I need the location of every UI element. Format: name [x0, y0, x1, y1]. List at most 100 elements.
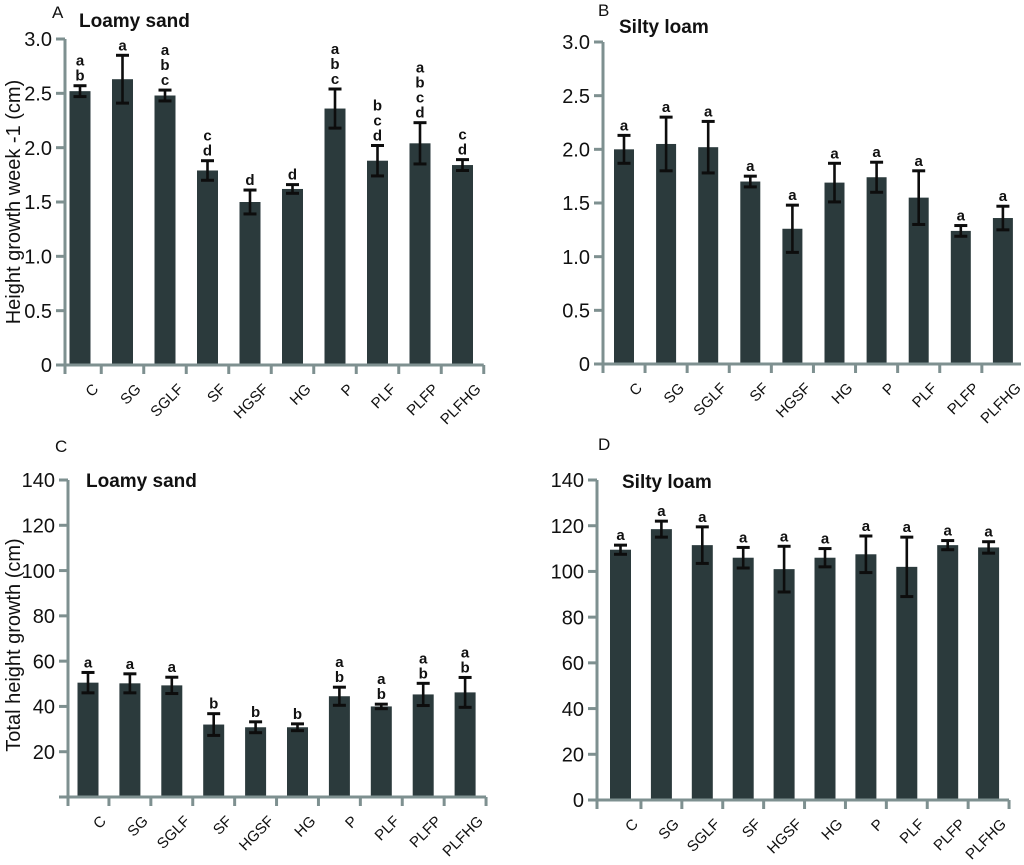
x-category-label-PLFHG: PLFHG — [439, 813, 486, 860]
y-tick-label: 140 — [22, 470, 55, 492]
x-category-label-C: C — [90, 813, 110, 833]
panel-letter: C — [55, 437, 67, 456]
x-category-label-P: P — [879, 380, 898, 399]
y-tick-label: 1.0 — [562, 247, 590, 269]
significance-letter-SG: a — [118, 37, 127, 54]
bar-PLF — [896, 566, 918, 800]
bar-SGLF — [161, 685, 183, 797]
bar-SF — [732, 557, 754, 800]
significance-letter-SF: a — [746, 158, 755, 175]
bar-P — [866, 177, 887, 364]
bar-PLFP — [409, 143, 431, 365]
y-tick-label: 100 — [22, 561, 55, 583]
y-tick-label: 140 — [551, 470, 584, 492]
significance-letter-SGLF: b — [160, 57, 169, 74]
significance-letter-C: a — [84, 654, 93, 671]
y-tick-label: 20 — [562, 744, 584, 766]
x-category-label-HG: HG — [828, 380, 856, 408]
panel-C-total-height-loamy-sand: 20406080100120140aCaSGaSGLFbSFbHGSFbHGab… — [3, 437, 488, 860]
x-category-label-HGSF: HGSF — [773, 380, 814, 421]
bar-HGSF — [239, 202, 261, 365]
significance-letter-SF: b — [209, 696, 218, 713]
bar-PLF — [367, 160, 388, 365]
y-tick-label: 1.0 — [24, 247, 52, 269]
y-tick-label: 2.0 — [562, 140, 590, 162]
significance-letter-C: a — [616, 527, 625, 544]
bar-HGSF — [782, 228, 803, 364]
panel-title: Silty loam — [622, 472, 712, 493]
bar-PLFP — [950, 230, 971, 364]
x-category-label-C: C — [82, 381, 102, 401]
y-tick-label: 3.0 — [24, 29, 52, 51]
y-tick-label: 0.5 — [562, 301, 590, 323]
significance-letter-HG: b — [293, 706, 302, 723]
x-category-label-HGSF: HGSF — [231, 381, 272, 422]
bar-SG — [112, 79, 133, 365]
y-tick-label: 20 — [33, 742, 55, 764]
bar-HG — [824, 182, 845, 364]
y-tick-label: 0.5 — [24, 301, 52, 323]
y-tick-label: 60 — [562, 653, 584, 675]
bar-C — [77, 682, 99, 797]
significance-letter-C: b — [75, 68, 84, 85]
y-tick-label: 60 — [33, 651, 55, 673]
panel-title: Loamy sand — [79, 11, 190, 32]
x-category-label-SGLF: SGLF — [147, 381, 187, 421]
panel-letter: D — [598, 435, 610, 454]
y-tick-label: 2.0 — [24, 138, 52, 160]
significance-letter-SGLF: a — [704, 103, 713, 120]
bar-SF — [203, 724, 225, 797]
bar-PLF — [370, 706, 392, 797]
bar-SGLF — [698, 147, 719, 364]
significance-letter-SF: d — [203, 143, 212, 160]
x-category-label-SF: SF — [739, 816, 765, 842]
x-category-label-HGSF: HGSF — [764, 816, 805, 857]
significance-letter-PLF: a — [903, 519, 912, 536]
bar-HG — [814, 557, 836, 800]
x-category-label-P: P — [342, 813, 361, 832]
significance-letter-SF: a — [739, 529, 748, 546]
x-category-label-SF: SF — [210, 813, 236, 839]
significance-letter-PLF: b — [377, 686, 386, 703]
significance-letter-P: a — [862, 518, 871, 535]
x-category-label-PLFP: PLFP — [944, 380, 983, 419]
y-tick-label: 2.5 — [24, 84, 52, 106]
bar-P — [324, 108, 346, 366]
significance-letter-HG: a — [821, 531, 830, 548]
significance-letter-HGSF: a — [780, 528, 789, 545]
significance-letter-SGLF: c — [161, 72, 169, 89]
significance-letter-SGLF: a — [168, 659, 177, 676]
panel-A-height-growth-loamy-sand: 00.51.01.52.02.53.0abCaSGabcSGLFcdSFdHGS… — [3, 3, 486, 428]
y-tick-label: 100 — [551, 562, 584, 584]
significance-letter-P: a — [335, 654, 344, 671]
significance-letter-C: a — [76, 53, 85, 70]
y-tick-label: 40 — [562, 699, 584, 721]
x-category-label-SG: SG — [117, 381, 144, 408]
significance-letter-PLF: a — [915, 153, 924, 170]
bar-C — [614, 149, 634, 364]
panel-D-total-height-silty-loam: 0 20 40 60 80 100 120 140 a Ca SG a SGLF a SF a HGSF a HG a… — [551, 435, 1011, 863]
bar-P — [855, 554, 877, 800]
bar-C — [69, 91, 91, 365]
bar-SF — [197, 170, 218, 365]
bar-HGSF — [773, 569, 795, 800]
significance-letter-P: c — [331, 71, 339, 88]
significance-letter-HG: a — [830, 145, 839, 162]
significance-letter-PLF: a — [377, 671, 386, 688]
bar-SG — [119, 683, 141, 797]
x-category-label-PLFHG: PLFHG — [977, 380, 1024, 427]
y-tick-label: 1.5 — [562, 193, 590, 215]
bar-SG — [656, 143, 677, 364]
panel-title: Silty loam — [619, 17, 709, 38]
x-category-label-SF: SF — [747, 380, 773, 406]
y-tick-label: 120 — [22, 515, 55, 537]
bar-PLFP — [937, 545, 959, 800]
panel-B-height-growth-silty-loam: 0 0.5 1.0 1.5 2.0 2.5 3.0 a Ca SG a SGLF a SF a HGSF a HG… — [562, 1, 1024, 427]
significance-letter-PLFHG: c — [458, 127, 466, 144]
significance-letter-SG: a — [662, 99, 671, 116]
x-category-label-SGLF: SGLF — [154, 813, 194, 853]
significance-letter-SG: a — [126, 656, 135, 673]
y-tick-label: 40 — [33, 697, 55, 719]
y-tick-label: 3.0 — [562, 32, 590, 54]
significance-letter-SF: c — [203, 128, 211, 145]
